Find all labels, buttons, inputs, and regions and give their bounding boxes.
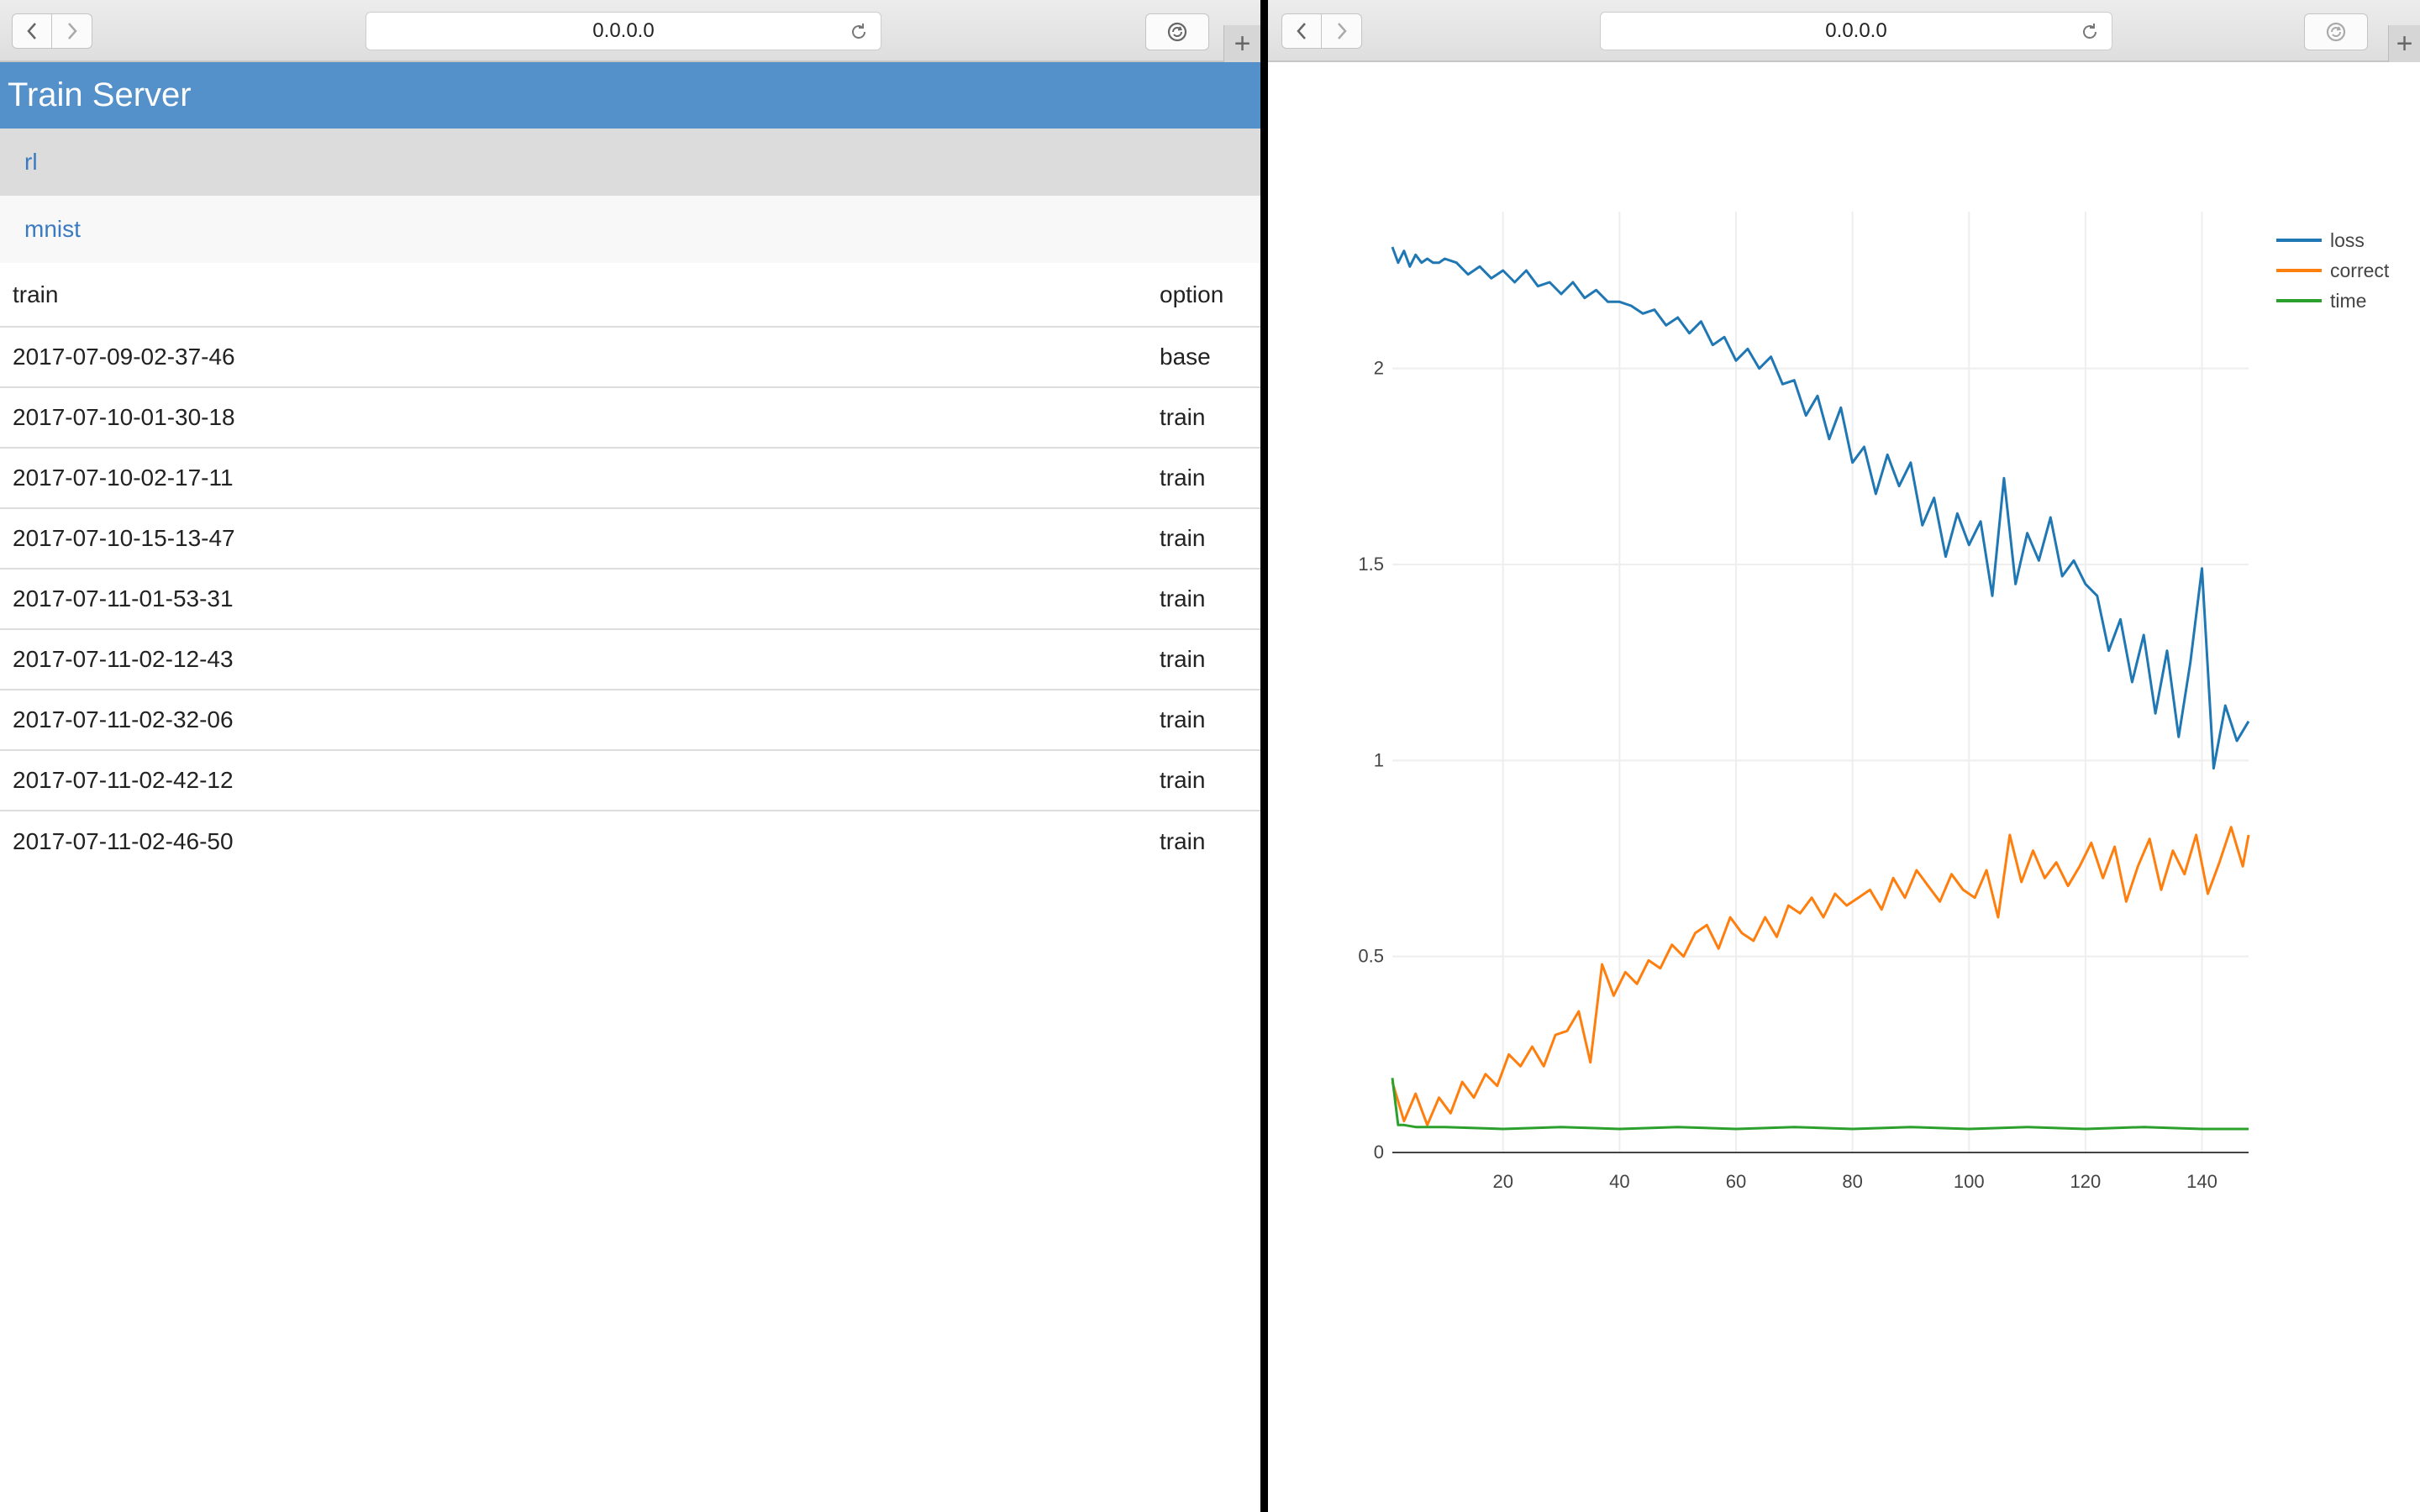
chevron-left-icon [1297, 23, 1306, 39]
table-row[interactable]: 2017-07-11-02-46-50 train [0, 811, 1260, 871]
project-item-rl[interactable]: rl [0, 129, 1260, 196]
address-bar[interactable]: 0.0.0.0 [366, 12, 881, 50]
chevron-left-icon [27, 23, 36, 39]
column-header-option: option [1160, 263, 1260, 328]
browser-toolbar: 0.0.0.0 + [0, 0, 1260, 62]
legend-label-time: time [2330, 290, 2366, 312]
y-tick-label: 0.5 [1358, 946, 1384, 967]
reload-icon[interactable] [2080, 22, 2100, 42]
run-option: train [1160, 827, 1206, 854]
right-browser-window: 0.0.0.0 + 0 0.5 1 1.5 2 20 40 60 80 100 120 140 loss… [1268, 0, 2420, 1512]
legend-label-loss: loss [2330, 229, 2365, 251]
address-text: 0.0.0.0 [592, 19, 655, 42]
run-option: base [1160, 327, 1260, 388]
app-title: Train Server [0, 62, 1260, 129]
browser-toolbar: 0.0.0.0 + [1268, 0, 2420, 62]
x-tick-label: 60 [1726, 1171, 1746, 1192]
address-text: 0.0.0.0 [1825, 19, 1887, 42]
run-name[interactable]: 2017-07-11-02-12-43 [0, 629, 1160, 690]
run-name[interactable]: 2017-07-09-02-37-46 [0, 327, 1160, 388]
x-tick-label: 80 [1842, 1171, 1862, 1192]
new-tab-button[interactable]: + [2388, 25, 2420, 62]
run-option: train [1160, 750, 1260, 811]
project-item-mnist[interactable]: mnist [0, 196, 1260, 263]
y-tick-label: 2 [1374, 358, 1384, 379]
y-tick-label: 0 [1374, 1142, 1384, 1163]
run-name[interactable]: 2017-07-10-02-17-11 [0, 448, 1160, 509]
train-server-page: Train Server rl mnist train option 2017-… [0, 62, 1260, 1512]
x-tick-label: 120 [2070, 1171, 2102, 1192]
run-option: train [1160, 387, 1260, 449]
new-tab-button[interactable]: + [1223, 25, 1260, 62]
plus-icon: + [1234, 28, 1251, 60]
forward-button[interactable] [1322, 13, 1362, 49]
y-tick-label: 1 [1374, 749, 1384, 770]
run-name[interactable]: 2017-07-11-02-46-50 [13, 827, 234, 854]
y-tick-label: 1.5 [1358, 554, 1384, 575]
chevron-right-icon [1337, 23, 1347, 39]
run-option: train [1160, 448, 1260, 509]
table-row[interactable]: 2017-07-11-02-32-06 train [0, 690, 1260, 751]
run-name[interactable]: 2017-07-11-02-42-12 [0, 750, 1160, 811]
series-line-correct [1391, 826, 2250, 1126]
run-name[interactable]: 2017-07-11-01-53-31 [0, 569, 1160, 630]
x-tick-label: 40 [1609, 1171, 1629, 1192]
table-header-row: train option [0, 263, 1260, 328]
back-button[interactable] [1281, 13, 1322, 49]
run-name[interactable]: 2017-07-10-01-30-18 [0, 387, 1160, 449]
table-row[interactable]: 2017-07-11-02-42-12 train [0, 750, 1260, 811]
run-name[interactable]: 2017-07-10-15-13-47 [0, 508, 1160, 570]
run-option: train [1160, 629, 1260, 690]
reload-icon[interactable] [849, 22, 869, 42]
x-tick-label: 100 [1954, 1171, 1985, 1192]
sync-icon [1167, 22, 1187, 42]
series-line-time [1391, 1078, 2249, 1131]
chevron-right-icon [67, 23, 77, 39]
left-browser-window: 0.0.0.0 + Train Server rl mnist train op… [0, 0, 1260, 1512]
run-option: train [1160, 508, 1260, 570]
series-line-loss [1391, 246, 2250, 770]
sync-button[interactable] [2304, 13, 2368, 50]
runs-table: train option 2017-07-09-02-37-46 base 201… [0, 263, 1260, 871]
column-header-train: train [0, 263, 1160, 328]
table-row[interactable]: 2017-07-11-01-53-31 train [0, 569, 1260, 630]
table-row[interactable]: 2017-07-09-02-37-46 base [0, 327, 1260, 388]
run-option: train [1160, 690, 1260, 751]
sync-button[interactable] [1145, 13, 1209, 50]
table-row[interactable]: 2017-07-10-01-30-18 train [0, 387, 1260, 449]
table-row[interactable]: 2017-07-10-02-17-11 train [0, 448, 1260, 509]
legend-label-correct: correct [2330, 260, 2390, 281]
run-name[interactable]: 2017-07-11-02-32-06 [0, 690, 1160, 751]
x-tick-label: 140 [2186, 1171, 2217, 1192]
sync-icon [2326, 22, 2346, 42]
address-bar[interactable]: 0.0.0.0 [1600, 12, 2112, 50]
run-option: train [1160, 569, 1260, 630]
table-row[interactable]: 2017-07-10-15-13-47 train [0, 508, 1260, 570]
back-button[interactable] [12, 13, 52, 49]
forward-button[interactable] [52, 13, 92, 49]
table-row[interactable]: 2017-07-11-02-12-43 train [0, 629, 1260, 690]
plus-icon: + [2396, 28, 2413, 60]
chart-page: 0 0.5 1 1.5 2 20 40 60 80 100 120 140 loss correct tim… [1268, 62, 2420, 1512]
training-metrics-chart: 0 0.5 1 1.5 2 20 40 60 80 100 120 140 loss correct tim… [1358, 212, 2390, 1192]
x-tick-label: 20 [1492, 1171, 1512, 1192]
